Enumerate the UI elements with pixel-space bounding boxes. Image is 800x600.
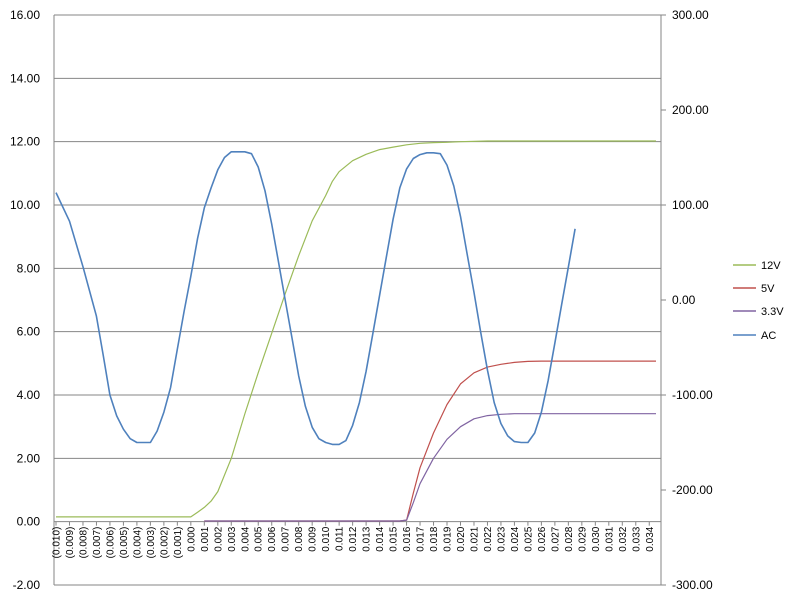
x-tick-label: 0.008 <box>294 526 305 551</box>
x-tick-label: 0.000 <box>186 526 197 551</box>
x-tick-label: 0.016 <box>402 526 413 551</box>
legend-label: 5V <box>761 283 775 295</box>
x-tick-label: (0.004) <box>132 527 143 559</box>
x-tick-label: (0.002) <box>159 527 170 559</box>
x-tick-label: 0.023 <box>496 526 507 551</box>
x-tick-label: 0.028 <box>564 526 575 551</box>
legend-label: 12V <box>761 260 781 272</box>
x-tick-label: 0.014 <box>375 526 386 551</box>
x-tick-label: 0.017 <box>416 526 427 551</box>
x-tick-label: (0.008) <box>78 527 89 559</box>
left-tick-label: 14.00 <box>10 71 40 85</box>
x-tick-label: 0.003 <box>227 526 238 551</box>
left-axis-ticks: -2.00 0.00 2.00 4.00 6.00 8.00 10.00 12.00 14.00… <box>10 8 40 592</box>
left-tick-label: 12.00 <box>10 135 40 149</box>
x-tick-label: 0.021 <box>469 526 480 551</box>
right-tick-label: -100.00 <box>672 388 713 402</box>
series-lines <box>55 140 656 522</box>
x-tick-label: 0.005 <box>254 526 265 551</box>
series-line-33v <box>204 413 656 522</box>
x-tick-label: 0.024 <box>510 526 521 551</box>
x-tick-label: 0.012 <box>348 526 359 551</box>
x-tick-label: 0.030 <box>591 526 602 551</box>
left-tick-label: 6.00 <box>17 325 41 339</box>
x-tick-label: 0.026 <box>537 526 548 551</box>
x-tick-label: 0.011 <box>335 526 346 551</box>
x-tick-label: 0.019 <box>443 526 454 551</box>
legend-label: AC <box>761 330 776 342</box>
x-tick-label: 0.018 <box>429 526 440 551</box>
series-line-5v <box>204 360 656 522</box>
x-tick-label: 0.033 <box>631 526 642 551</box>
x-tick-label: 0.015 <box>389 526 400 551</box>
left-tick-label: 4.00 <box>17 388 41 402</box>
right-tick-label: -300.00 <box>672 578 713 592</box>
x-tick-label: (0.003) <box>146 527 157 559</box>
legend-label: 3.3V <box>761 306 784 318</box>
x-tick-label: 0.009 <box>308 526 319 551</box>
x-tick-label: (0.005) <box>119 527 130 559</box>
series-line-12v <box>56 140 656 518</box>
left-tick-label: 10.00 <box>10 198 40 212</box>
x-tick-label: (0.006) <box>105 527 116 559</box>
right-tick-label: 100.00 <box>672 198 709 212</box>
x-tick-label: (0.009) <box>65 527 76 559</box>
x-tick-label: (0.007) <box>92 527 103 559</box>
x-tick-label: 0.007 <box>281 526 292 551</box>
left-tick-label: 0.00 <box>17 515 41 529</box>
left-tick-label: 2.00 <box>17 451 41 465</box>
right-tick-label: 0.00 <box>672 293 696 307</box>
series-line-ac <box>55 151 576 446</box>
right-axis-ticks: -300.00 -200.00 -100.00 0.00 100.00 200.00 300… <box>661 8 713 592</box>
x-tick-label: 0.010 <box>321 526 332 551</box>
x-tick-label: 0.025 <box>523 526 534 551</box>
x-tick-label: 0.002 <box>213 526 224 551</box>
x-tick-label: 0.020 <box>456 526 467 551</box>
left-tick-label: 8.00 <box>17 261 41 275</box>
legend: 12V 5V 3.3V AC <box>733 260 784 342</box>
x-axis-ticks: (0.010) (0.009) (0.008) (0.007) (0.006) (0.00… <box>52 521 656 559</box>
x-tick-label: 0.006 <box>267 526 278 551</box>
x-tick-label: (0.001) <box>173 527 184 559</box>
x-tick-label: 0.004 <box>240 526 251 551</box>
x-tick-label: 0.027 <box>550 526 561 551</box>
right-tick-label: 300.00 <box>672 8 709 22</box>
left-tick-label: 16.00 <box>10 8 40 22</box>
x-tick-label: 0.032 <box>618 526 629 551</box>
x-tick-label: (0.010) <box>52 527 63 559</box>
gridlines <box>53 14 662 586</box>
x-tick-label: 0.022 <box>483 526 494 551</box>
x-tick-label: 0.029 <box>577 526 588 551</box>
x-tick-label: 0.001 <box>200 526 211 551</box>
x-tick-label: 0.031 <box>604 526 615 551</box>
x-tick-label: 0.034 <box>645 526 656 551</box>
right-tick-label: -200.00 <box>672 483 713 497</box>
left-tick-label: -2.00 <box>13 578 41 592</box>
right-tick-label: 200.00 <box>672 103 709 117</box>
x-tick-label: 0.013 <box>362 526 373 551</box>
